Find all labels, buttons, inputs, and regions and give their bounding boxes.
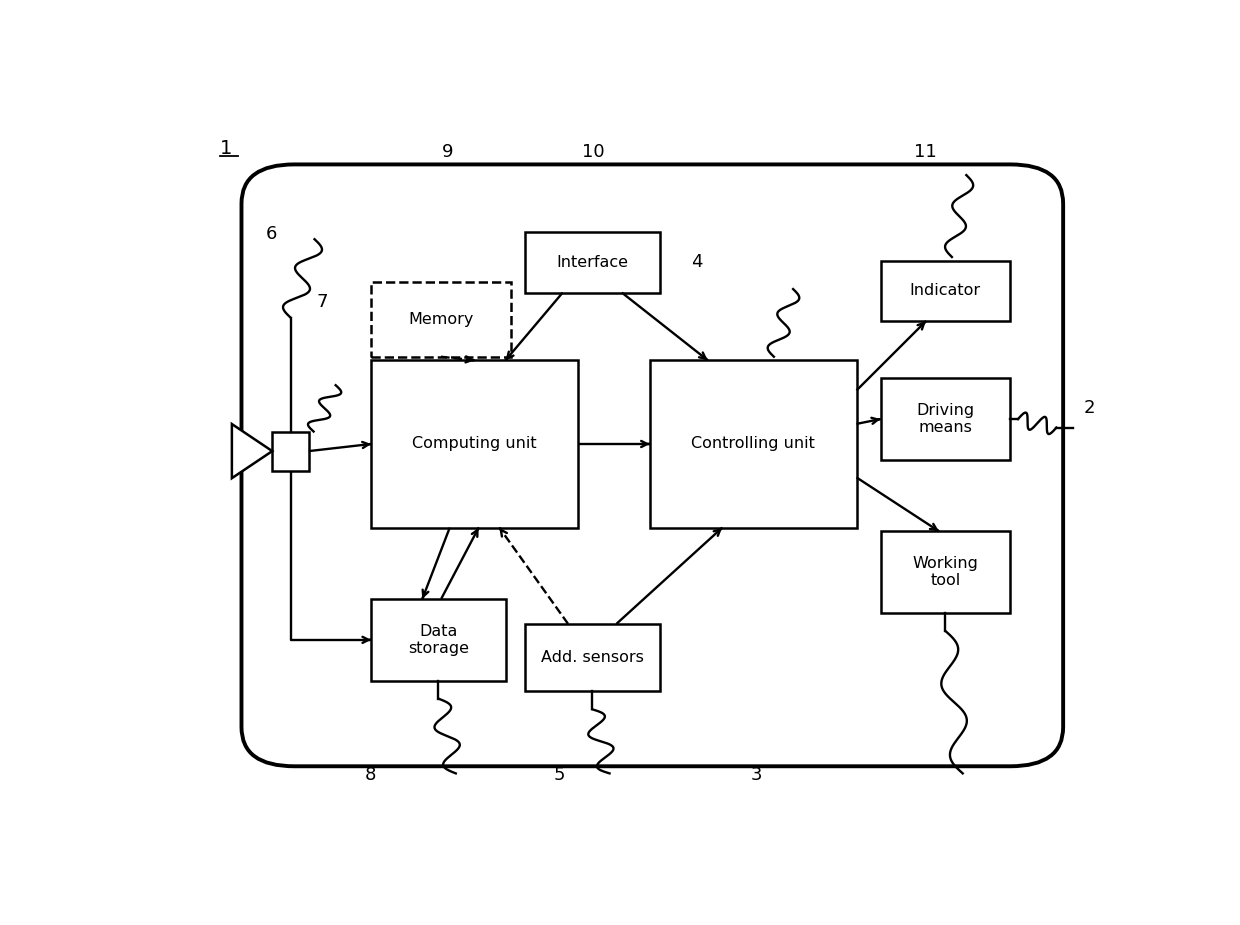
Text: Working
tool: Working tool	[913, 556, 978, 588]
FancyBboxPatch shape	[273, 431, 309, 471]
Text: 11: 11	[914, 143, 937, 161]
Text: 5: 5	[554, 766, 565, 784]
FancyBboxPatch shape	[650, 361, 857, 527]
Text: 6: 6	[265, 225, 277, 243]
Text: 1: 1	[221, 140, 233, 158]
Text: Interface: Interface	[557, 255, 629, 270]
FancyBboxPatch shape	[371, 361, 578, 527]
Text: Memory: Memory	[408, 312, 474, 327]
FancyBboxPatch shape	[880, 531, 1011, 613]
Text: 8: 8	[365, 766, 376, 784]
Text: 9: 9	[441, 143, 453, 161]
Text: 2: 2	[1084, 400, 1095, 417]
FancyBboxPatch shape	[242, 165, 1063, 766]
Text: 10: 10	[582, 143, 604, 161]
Text: Data
storage: Data storage	[408, 623, 469, 656]
FancyBboxPatch shape	[525, 623, 660, 692]
Text: 7: 7	[316, 292, 327, 311]
Text: Controlling unit: Controlling unit	[691, 437, 815, 451]
Text: Driving
means: Driving means	[916, 403, 975, 436]
Text: Indicator: Indicator	[910, 283, 981, 299]
Text: Computing unit: Computing unit	[412, 437, 537, 451]
FancyBboxPatch shape	[880, 261, 1011, 321]
Text: 3: 3	[751, 766, 763, 784]
FancyBboxPatch shape	[525, 232, 660, 292]
Polygon shape	[232, 424, 273, 478]
FancyBboxPatch shape	[371, 282, 511, 357]
FancyBboxPatch shape	[371, 598, 506, 681]
FancyBboxPatch shape	[880, 378, 1011, 460]
Text: 4: 4	[691, 253, 703, 271]
Text: Add. sensors: Add. sensors	[541, 650, 644, 665]
